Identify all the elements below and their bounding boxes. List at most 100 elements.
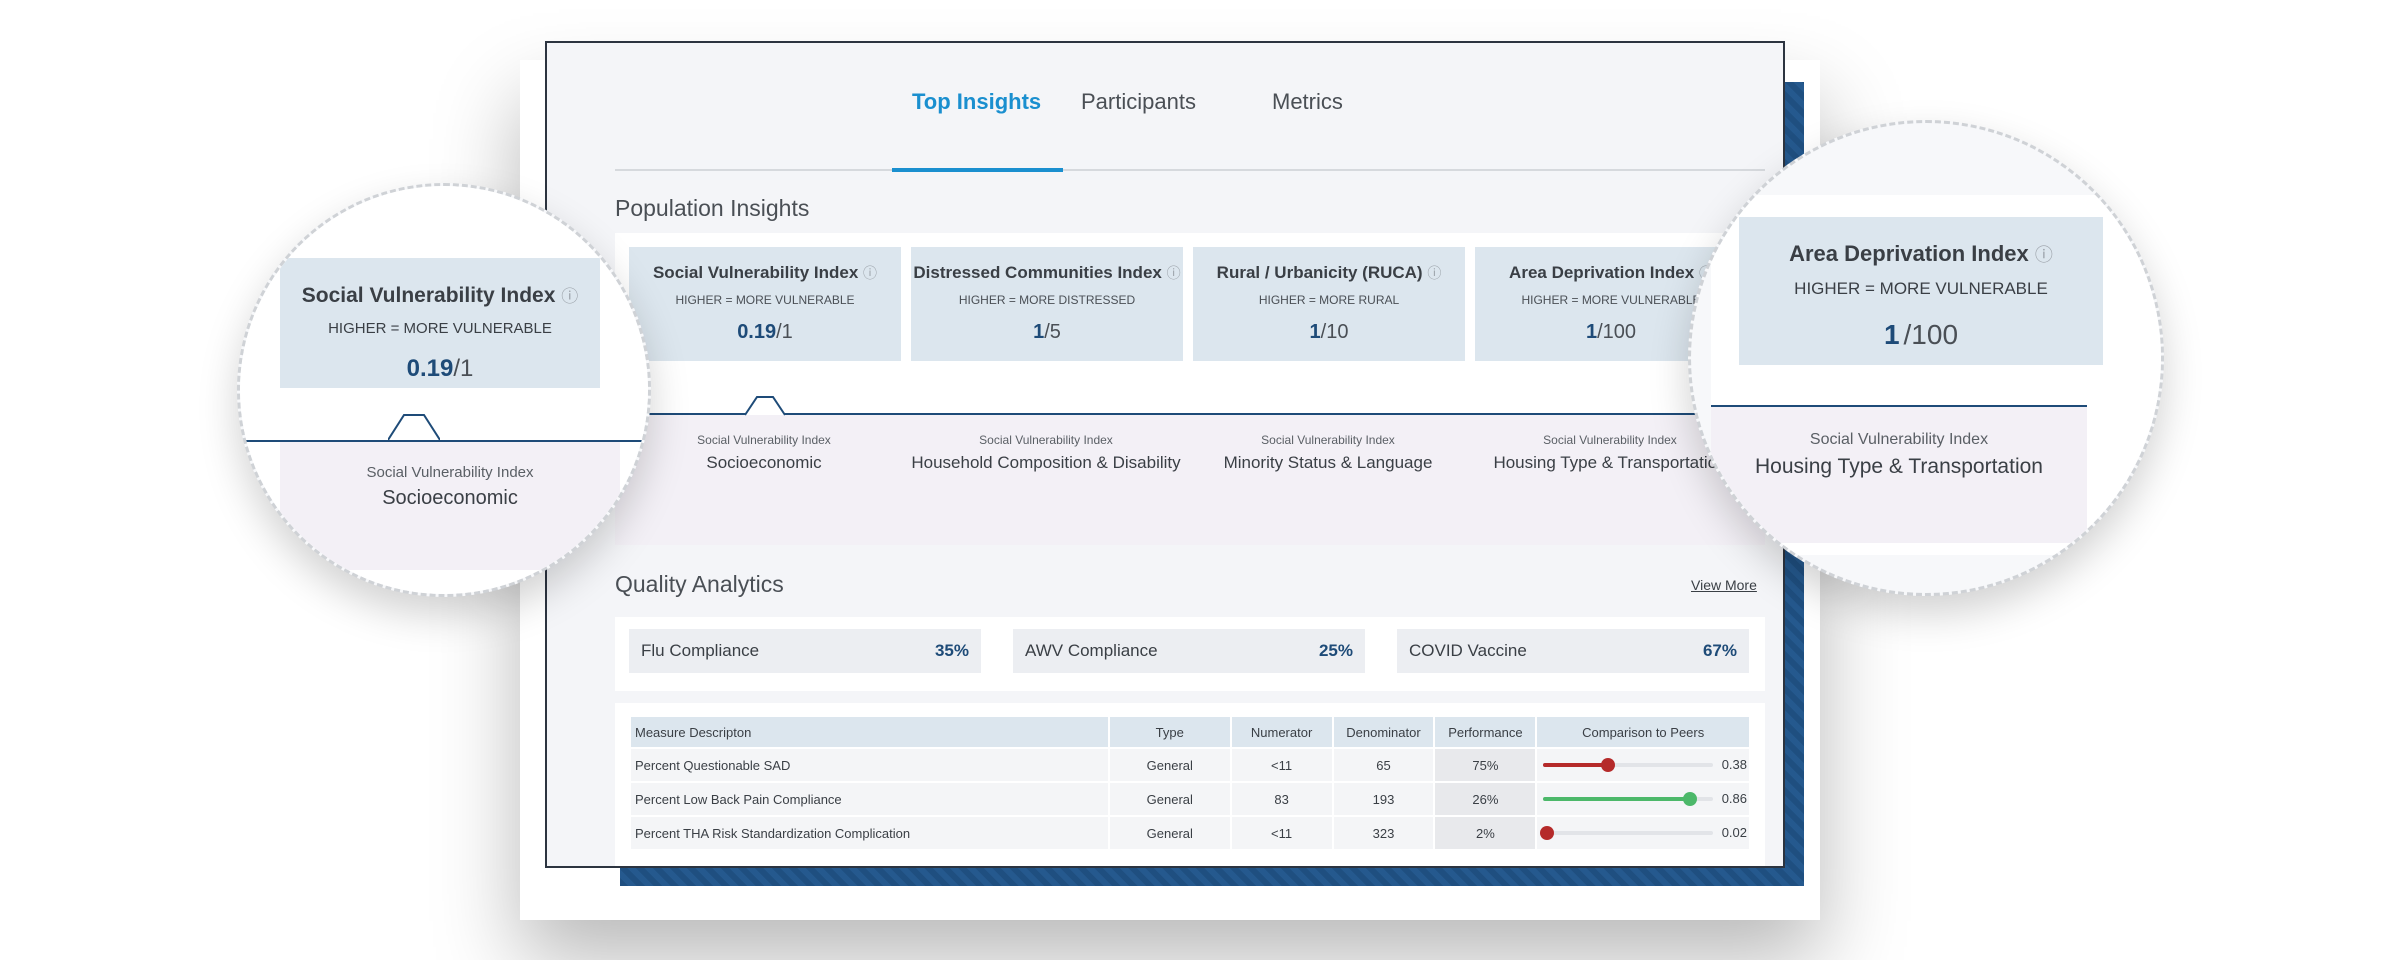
card-subtitle: HIGHER = MORE VULNERABLE	[675, 293, 855, 307]
card-title: Social Vulnerability Index	[301, 284, 556, 307]
numerator-cell: 83	[1274, 791, 1289, 807]
card-max: /1	[453, 355, 474, 382]
active-tab-indicator	[892, 168, 1063, 172]
info-icon: ⓘ	[561, 287, 579, 306]
covid-vaccine-tile[interactable]: COVID Vaccine 67%	[1397, 629, 1749, 673]
info-icon[interactable]: ⓘ	[1427, 265, 1442, 281]
card-value: 1	[1883, 319, 1900, 350]
denominator-cell: 65	[1376, 757, 1391, 773]
ruca-card[interactable]: Rural / Urbanicity (RUCA) ⓘ HIGHER = MOR…	[1193, 247, 1465, 361]
table-row[interactable]: Percent THA Risk Standardization Complic…	[631, 817, 1749, 849]
comparison-knob	[1539, 826, 1554, 840]
magnifier-left: Social Vulnerability Index ⓘ HIGHER = MO…	[237, 183, 651, 597]
subindex-name: Housing Type & Transportation	[1755, 455, 2043, 478]
population-panel: Social Vulnerability Index ⓘ HIGHER = MO…	[615, 233, 1765, 545]
measures-table: Measure Descripton Type Numerator Denomi…	[629, 715, 1751, 851]
tile-value: 67%	[1702, 641, 1737, 660]
card-title: Social Vulnerability Index	[652, 263, 859, 282]
svi-card[interactable]: Social Vulnerability Index ⓘ HIGHER = MO…	[629, 247, 901, 361]
info-icon[interactable]: ⓘ	[863, 265, 878, 281]
card-value: 0.19	[737, 321, 777, 343]
card-value: 1	[1585, 321, 1598, 343]
subindex-name: Minority Status & Language	[1223, 453, 1433, 472]
type-cell: General	[1146, 825, 1193, 841]
card-title: Rural / Urbanicity (RUCA)	[1216, 263, 1423, 282]
tab-metrics[interactable]: Metrics	[1272, 89, 1343, 114]
comparison-fill	[1543, 797, 1690, 801]
subindex-label: Social Vulnerability Index	[1543, 433, 1677, 447]
card-title: Area Deprivation Index	[1509, 263, 1695, 282]
table-row[interactable]: Percent Questionable SAD General <11 65 75% 0…	[631, 749, 1749, 781]
dashboard-window: Top Insights Participants Metrics Popula…	[545, 41, 1785, 868]
card-title: Area Deprivation Index	[1789, 241, 2029, 266]
awv-compliance-tile[interactable]: AWV Compliance 25%	[1013, 629, 1365, 673]
denominator-cell: 193	[1372, 791, 1395, 807]
subindex-household[interactable]: Social Vulnerability Index Household Com…	[905, 433, 1187, 473]
comparison-fill	[1543, 763, 1608, 767]
info-icon[interactable]: ⓘ	[1166, 265, 1181, 281]
comparison-value: 0.38	[1721, 757, 1747, 772]
comparison-cell: 0.38	[1537, 749, 1749, 781]
subindex-label: Social Vulnerability Index	[1809, 431, 1989, 448]
adi-card-zoom: Area Deprivation Index ⓘ HIGHER = MORE V…	[1739, 217, 2103, 365]
tile-value: 35%	[934, 641, 969, 660]
subindex-strip: Social Vulnerability Index Socioeconomic…	[615, 415, 1765, 545]
comparison-cell: 0.02	[1537, 817, 1749, 849]
tab-participants[interactable]: Participants	[1081, 89, 1196, 114]
dci-card[interactable]: Distressed Communities Index ⓘ HIGHER = …	[911, 247, 1183, 361]
subindex-socioeconomic[interactable]: Social Vulnerability Index Socioeconomic	[623, 433, 905, 473]
subindex-housing[interactable]: Social Vulnerability Index Housing Type …	[1469, 433, 1751, 473]
measure-cell: Percent Low Back Pain Compliance	[635, 791, 842, 807]
tab-bar: Top Insights Participants Metrics	[615, 89, 1765, 172]
selection-line	[1711, 405, 2087, 407]
tab-top-insights[interactable]: Top Insights	[912, 89, 1042, 114]
selection-line	[615, 413, 1765, 415]
type-cell: General	[1146, 757, 1193, 773]
view-more-link[interactable]: View More	[1691, 577, 1757, 593]
comparison-track	[1543, 763, 1714, 767]
card-subtitle: HIGHER = MORE VULNERABLE	[1794, 279, 2048, 298]
subindex-label: Social Vulnerability Index	[979, 433, 1113, 447]
card-max: /1	[776, 321, 793, 343]
denominator-cell: 323	[1372, 825, 1395, 841]
selection-pointer-icon	[745, 396, 785, 416]
header-measure[interactable]: Measure Descripton	[631, 717, 1108, 747]
subindex-name: Socioeconomic	[706, 453, 822, 472]
subindex-minority[interactable]: Social Vulnerability Index Minority Stat…	[1187, 433, 1469, 473]
performance-cell: 26%	[1435, 783, 1536, 815]
magnifier-right: Area Deprivation Index ⓘ HIGHER = MORE V…	[1688, 120, 2164, 596]
tile-label: Flu Compliance	[641, 641, 760, 660]
tile-value: 25%	[1318, 641, 1353, 660]
card-title: Distressed Communities Index	[913, 263, 1162, 282]
header-performance[interactable]: Performance	[1435, 717, 1536, 747]
svi-card-zoom: Social Vulnerability Index ⓘ HIGHER = MO…	[280, 258, 600, 388]
card-value: 1	[1033, 321, 1045, 343]
header-comparison[interactable]: Comparison to Peers	[1537, 717, 1749, 747]
performance-cell: 75%	[1435, 749, 1536, 781]
type-cell: General	[1146, 791, 1193, 807]
card-value: 0.19	[406, 355, 454, 382]
header-numerator[interactable]: Numerator	[1231, 717, 1332, 747]
quality-panel: Flu Compliance 35% AWV Compliance 25% CO…	[615, 617, 1765, 691]
card-max: /10	[1320, 321, 1349, 343]
selection-pointer-icon	[388, 414, 440, 441]
subindex-label: Social Vulnerability Index	[1261, 433, 1395, 447]
flu-compliance-tile[interactable]: Flu Compliance 35%	[629, 629, 981, 673]
subindex-label: Social Vulnerability Index	[697, 433, 831, 447]
subindex-name: Housing Type & Transportation	[1493, 453, 1727, 472]
performance-cell: 2%	[1435, 817, 1536, 849]
tile-label: AWV Compliance	[1025, 641, 1158, 660]
info-icon: ⓘ	[2034, 245, 2053, 265]
subindex-name: Household Composition & Disability	[911, 453, 1181, 472]
table-row[interactable]: Percent Low Back Pain Compliance General 8…	[631, 783, 1749, 815]
header-denominator[interactable]: Denominator	[1333, 717, 1434, 747]
tile-label: COVID Vaccine	[1409, 641, 1527, 660]
measures-table-panel: Measure Descripton Type Numerator Denomi…	[615, 703, 1765, 866]
header-type[interactable]: Type	[1109, 717, 1230, 747]
housing-zoom: Social Vulnerability Index Housing Type …	[1711, 407, 2087, 543]
subindex-name: Socioeconomic	[382, 487, 518, 509]
selection-line	[240, 440, 648, 442]
comparison-knob	[1600, 758, 1615, 772]
comparison-track	[1543, 831, 1714, 835]
card-value: 1	[1309, 321, 1321, 343]
